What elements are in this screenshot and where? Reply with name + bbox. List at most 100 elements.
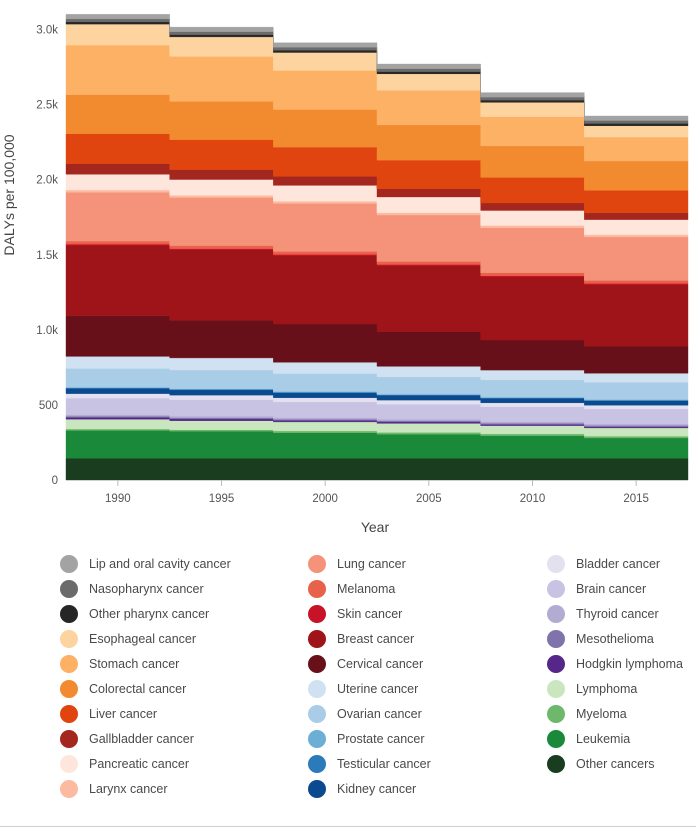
legend-label: Melanoma [337, 581, 396, 596]
legend-label: Myeloma [576, 706, 627, 721]
legend-swatch [60, 779, 78, 798]
legend-label: Brain cancer [576, 581, 647, 596]
y-tick-label: 2.0k [36, 175, 58, 187]
legend-item[interactable]: Ovarian cancer [308, 701, 548, 726]
legend-item[interactable]: Leukemia [547, 726, 696, 751]
stacked-area-chart: 0 500 1.0k 1.5k 2.0k 2.5k 3.0k 1990 1995 2000 200… [1, 14, 689, 535]
legend-item[interactable]: Cervical cancer [308, 651, 548, 676]
legend-label: Mesothelioma [576, 631, 654, 646]
legend-column: Lip and oral cavity cancer Nasopharynx ca… [60, 551, 300, 801]
series-areas [65, 14, 689, 481]
legend-label: Thyroid cancer [576, 606, 659, 621]
legend-label: Uterine cancer [337, 681, 419, 696]
legend-item[interactable]: Lip and oral cavity cancer [60, 551, 300, 576]
legend-swatch [60, 554, 78, 573]
legend-label: Other cancers [576, 756, 655, 771]
legend-column: Bladder cancer Brain cancer Thyroid cancer… [547, 551, 696, 776]
y-axis-ticks: 0 500 1.0k 1.5k 2.0k 2.5k 3.0k [36, 25, 58, 487]
y-tick-label: 1.0k [36, 325, 58, 337]
legend-label: Testicular cancer [337, 756, 431, 771]
legend-swatch [60, 704, 78, 723]
legend-item[interactable]: Uterine cancer [308, 676, 548, 701]
x-tick-label: 1995 [209, 493, 235, 505]
y-tick-label: 0 [52, 475, 58, 487]
legend-label: Lip and oral cavity cancer [89, 556, 231, 571]
legend-label: Kidney cancer [337, 781, 417, 796]
legend-item[interactable]: Other cancers [547, 751, 696, 776]
x-tick-label: 1990 [105, 493, 131, 505]
legend-label: Colorectal cancer [89, 681, 187, 696]
legend-swatch [308, 554, 326, 573]
legend-swatch [547, 604, 565, 623]
y-axis-title: DALYs per 100,000 [1, 134, 17, 255]
x-tick-label: 2000 [312, 493, 338, 505]
legend-item[interactable]: Skin cancer [308, 601, 548, 626]
legend-label: Lung cancer [337, 556, 406, 571]
legend-swatch [60, 679, 78, 698]
legend-item[interactable]: Gallbladder cancer [60, 726, 300, 751]
legend-swatch [60, 729, 78, 748]
legend-item[interactable]: Pancreatic cancer [60, 751, 300, 776]
legend-item[interactable]: Stomach cancer [60, 651, 300, 676]
legend-swatch [308, 704, 326, 723]
legend-swatch [308, 579, 326, 598]
legend-item[interactable]: Thyroid cancer [547, 601, 696, 626]
legend-item[interactable]: Other pharynx cancer [60, 601, 300, 626]
legend-item[interactable]: Larynx cancer [60, 776, 300, 801]
legend-label: Cervical cancer [337, 656, 424, 671]
legend-item[interactable]: Bladder cancer [547, 551, 696, 576]
legend-item[interactable]: Brain cancer [547, 576, 696, 601]
legend-label: Stomach cancer [89, 656, 180, 671]
x-tick-label: 2005 [416, 493, 442, 505]
legend-label: Bladder cancer [576, 556, 661, 571]
legend-item[interactable]: Nasopharynx cancer [60, 576, 300, 601]
legend-label: Ovarian cancer [337, 706, 422, 721]
legend-label: Larynx cancer [89, 781, 168, 796]
legend-swatch [547, 654, 565, 673]
legend-swatch [547, 679, 565, 698]
legend-swatch [308, 604, 326, 623]
legend-item[interactable]: Prostate cancer [308, 726, 548, 751]
x-tick-label: 2010 [520, 493, 546, 505]
legend-item[interactable]: Hodgkin lymphoma [547, 651, 696, 676]
legend: Lip and oral cavity cancer Nasopharynx ca… [60, 551, 696, 801]
legend-swatch [60, 629, 78, 648]
legend-label: Nasopharynx cancer [89, 581, 204, 596]
legend-item[interactable]: Lung cancer [308, 551, 548, 576]
legend-label: Breast cancer [337, 631, 415, 646]
legend-swatch [547, 729, 565, 748]
legend-swatch [547, 629, 565, 648]
legend-item[interactable]: Esophageal cancer [60, 626, 300, 651]
legend-swatch [60, 604, 78, 623]
legend-item[interactable]: Breast cancer [308, 626, 548, 651]
legend-item[interactable]: Melanoma [308, 576, 548, 601]
legend-swatch [308, 779, 326, 798]
bottom-divider [0, 826, 696, 827]
legend-item[interactable]: Kidney cancer [308, 776, 548, 801]
y-tick-label: 2.5k [36, 100, 58, 112]
legend-item[interactable]: Colorectal cancer [60, 676, 300, 701]
legend-swatch [547, 704, 565, 723]
legend-label: Hodgkin lymphoma [576, 656, 683, 671]
legend-item[interactable]: Liver cancer [60, 701, 300, 726]
legend-item[interactable]: Mesothelioma [547, 626, 696, 651]
legend-swatch [308, 729, 326, 748]
legend-swatch [60, 579, 78, 598]
legend-label: Gallbladder cancer [89, 731, 194, 746]
legend-label: Lymphoma [576, 681, 638, 696]
legend-swatch [308, 679, 326, 698]
y-tick-label: 1.5k [36, 250, 58, 262]
x-axis-title: Year [361, 519, 390, 535]
legend-item[interactable]: Testicular cancer [308, 751, 548, 776]
x-tick-label: 2015 [623, 493, 649, 505]
legend-label: Esophageal cancer [89, 631, 197, 646]
legend-column: Lung cancer Melanoma Skin cancer Breast can… [308, 551, 548, 801]
y-tick-label: 500 [39, 400, 58, 412]
legend-item[interactable]: Lymphoma [547, 676, 696, 701]
legend-swatch [547, 579, 565, 598]
legend-item[interactable]: Myeloma [547, 701, 696, 726]
area-lip-and-oral-cavity-cancer[interactable] [65, 14, 689, 121]
legend-label: Skin cancer [337, 606, 403, 621]
area-other-cancers[interactable] [65, 458, 689, 481]
legend-label: Prostate cancer [337, 731, 425, 746]
